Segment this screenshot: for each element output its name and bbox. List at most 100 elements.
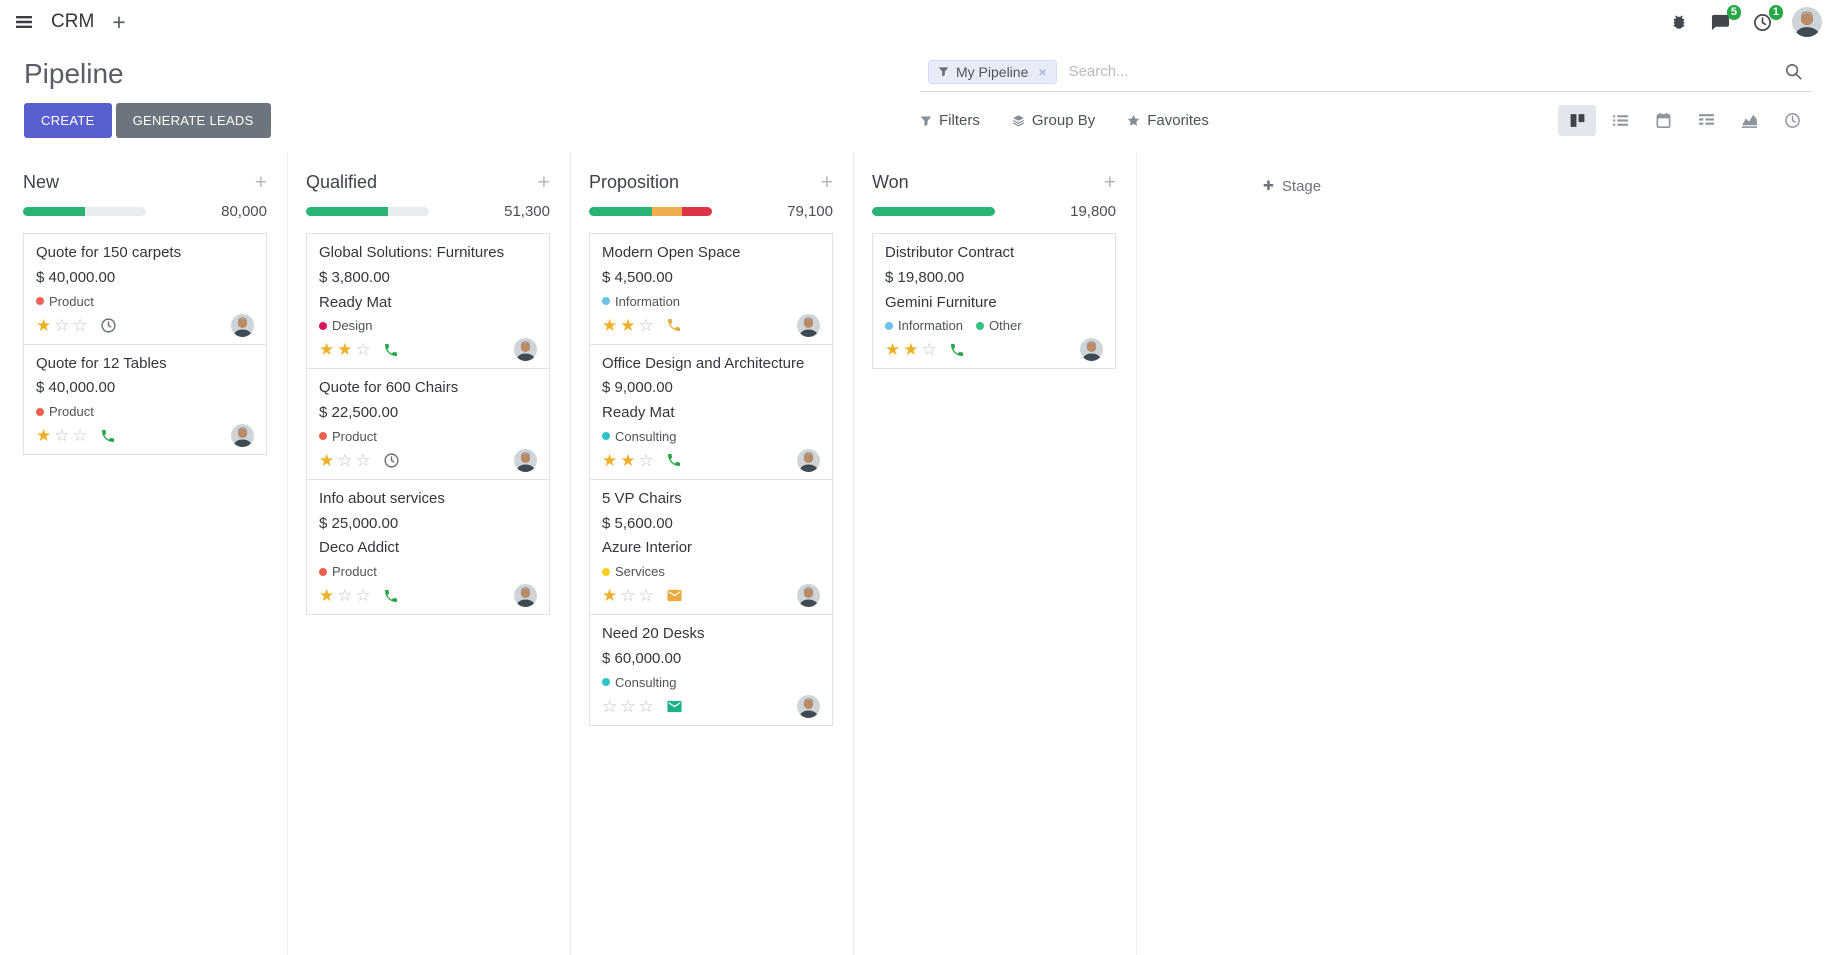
search-facet[interactable]: My Pipeline × (928, 59, 1057, 84)
priority-star-icon[interactable]: ★ (903, 340, 919, 360)
priority-star-icon[interactable]: ★ (36, 426, 52, 445)
priority-star-icon[interactable]: ☆ (355, 586, 371, 605)
column-quick-create-icon[interactable]: + (820, 171, 833, 194)
salesperson-avatar[interactable] (231, 313, 254, 337)
priority-star-icon[interactable]: ★ (319, 586, 335, 605)
priority-star-icon[interactable]: ★ (36, 315, 52, 335)
generate-leads-button[interactable]: GENERATE LEADS (115, 103, 271, 138)
group-by-button[interactable]: Group By (1012, 112, 1095, 129)
salesperson-avatar[interactable] (797, 584, 820, 607)
create-button[interactable]: CREATE (24, 103, 112, 138)
priority-star-icon[interactable]: ★ (620, 450, 636, 470)
apps-menu-icon[interactable] (12, 10, 36, 34)
column-quick-create-icon[interactable]: + (1103, 171, 1116, 194)
salesperson-avatar[interactable] (514, 448, 537, 472)
column-quick-create-icon[interactable]: + (254, 171, 267, 194)
pivot-view-icon[interactable] (1687, 105, 1725, 136)
search-icon[interactable] (1782, 60, 1805, 83)
add-stage-button[interactable]: ✚ Stage (1257, 174, 1327, 198)
column-title[interactable]: Proposition (589, 172, 680, 192)
priority-star-icon[interactable]: ★ (319, 450, 335, 470)
priority-star-icon[interactable]: ★ (602, 315, 618, 335)
favorites-label: Favorites (1147, 112, 1209, 129)
kanban-card[interactable]: Need 20 Desks $ 60,000.00 Consulting ☆ ☆ ☆ (589, 614, 833, 726)
priority-star-icon[interactable]: ☆ (638, 586, 654, 605)
priority-star-icon[interactable]: ☆ (602, 696, 618, 716)
search-bar[interactable]: My Pipeline × (920, 56, 1811, 92)
priority-star-icon[interactable]: ☆ (72, 315, 88, 335)
column-progressbar[interactable] (23, 207, 146, 216)
activity-clock-icon[interactable] (383, 452, 400, 469)
priority-star-icon[interactable]: ☆ (337, 450, 353, 470)
kanban-card[interactable]: Office Design and Architecture $ 9,000.00… (589, 343, 833, 480)
priority-star-icon[interactable]: ☆ (355, 340, 371, 360)
list-view-icon[interactable] (1601, 105, 1639, 136)
column-title[interactable]: Won (872, 172, 909, 192)
filters-button[interactable]: Filters (920, 112, 980, 129)
navbar-plus-icon[interactable]: + (109, 8, 128, 37)
activity-phone-icon[interactable] (666, 452, 682, 468)
priority-star-icon[interactable]: ☆ (620, 696, 636, 716)
priority-star-icon[interactable]: ☆ (72, 426, 88, 445)
column-progressbar[interactable] (589, 207, 712, 216)
activity-envelope-icon[interactable] (666, 698, 683, 715)
priority-star-icon[interactable]: ★ (602, 450, 618, 470)
tag-color-dot (602, 567, 610, 576)
priority-star-icon[interactable]: ☆ (620, 586, 636, 605)
activity-phone-icon[interactable] (100, 428, 116, 444)
card-amount: $ 25,000.00 (319, 514, 399, 532)
column-quick-create-icon[interactable]: + (537, 171, 550, 194)
activity-envelope-icon[interactable] (666, 587, 683, 604)
priority-star-icon[interactable]: ☆ (638, 450, 654, 470)
salesperson-avatar[interactable] (797, 448, 820, 472)
priority-star-icon[interactable]: ★ (602, 586, 618, 605)
activity-phone-icon[interactable] (666, 317, 682, 333)
messages-icon[interactable]: 5 (1708, 4, 1741, 35)
salesperson-avatar[interactable] (514, 584, 537, 607)
priority-star-icon[interactable]: ☆ (638, 315, 654, 335)
priority-star-icon[interactable]: ★ (337, 340, 353, 360)
debug-bug-icon[interactable] (1667, 10, 1691, 34)
column-progressbar[interactable] (872, 207, 995, 216)
priority-star-icon[interactable]: ☆ (54, 426, 70, 445)
kanban-card[interactable]: Distributor Contract $ 19,800.00 Gemini Fu… (872, 233, 1116, 370)
activities-icon[interactable]: 1 (1750, 4, 1783, 35)
card-partner: Azure Interior (602, 539, 693, 557)
priority-star-icon[interactable]: ☆ (921, 340, 937, 360)
user-menu-avatar[interactable] (1792, 7, 1822, 37)
activity-phone-icon[interactable] (949, 342, 965, 358)
priority-star-icon[interactable]: ★ (319, 340, 335, 360)
salesperson-avatar[interactable] (797, 313, 820, 337)
activity-clock-icon[interactable] (100, 317, 117, 334)
salesperson-avatar[interactable] (797, 694, 820, 718)
priority-star-icon[interactable]: ★ (885, 340, 901, 360)
activity-phone-icon[interactable] (383, 588, 399, 604)
salesperson-avatar[interactable] (514, 338, 537, 362)
kanban-card[interactable]: Info about services $ 25,000.00 Deco Addic… (306, 478, 550, 615)
column-progressbar[interactable] (306, 207, 429, 216)
activity-phone-icon[interactable] (383, 342, 399, 358)
priority-star-icon[interactable]: ☆ (54, 315, 70, 335)
graph-view-icon[interactable] (1730, 105, 1768, 136)
salesperson-avatar[interactable] (231, 424, 254, 447)
salesperson-avatar[interactable] (1080, 338, 1103, 362)
kanban-card[interactable]: Global Solutions: Furnitures $ 3,800.00 Re… (306, 233, 550, 370)
kanban-card[interactable]: Modern Open Space $ 4,500.00 Information ★ ★… (589, 233, 833, 345)
remove-facet-icon[interactable]: × (1038, 63, 1047, 80)
priority-star-icon[interactable]: ☆ (638, 696, 654, 716)
priority-star-icon[interactable]: ☆ (337, 586, 353, 605)
kanban-card[interactable]: Quote for 150 carpets $ 40,000.00 Product ★… (23, 233, 267, 345)
kanban-card[interactable]: 5 VP Chairs $ 5,600.00 Azure Interior Servi… (589, 478, 833, 615)
kanban-view-icon[interactable] (1558, 105, 1596, 136)
calendar-view-icon[interactable] (1644, 105, 1682, 136)
kanban-card[interactable]: Quote for 12 Tables $ 40,000.00 Product ★ ☆ ☆ (23, 343, 267, 455)
app-name[interactable]: CRM (51, 11, 95, 32)
favorites-button[interactable]: Favorites (1127, 112, 1209, 129)
activity-view-icon[interactable] (1773, 105, 1811, 136)
column-title[interactable]: New (23, 172, 60, 192)
column-title[interactable]: Qualified (306, 172, 378, 192)
kanban-card[interactable]: Quote for 600 Chairs $ 22,500.00 Product ★ ☆… (306, 368, 550, 480)
priority-star-icon[interactable]: ★ (620, 315, 636, 335)
priority-star-icon[interactable]: ☆ (355, 450, 371, 470)
search-input[interactable] (1066, 62, 1772, 81)
